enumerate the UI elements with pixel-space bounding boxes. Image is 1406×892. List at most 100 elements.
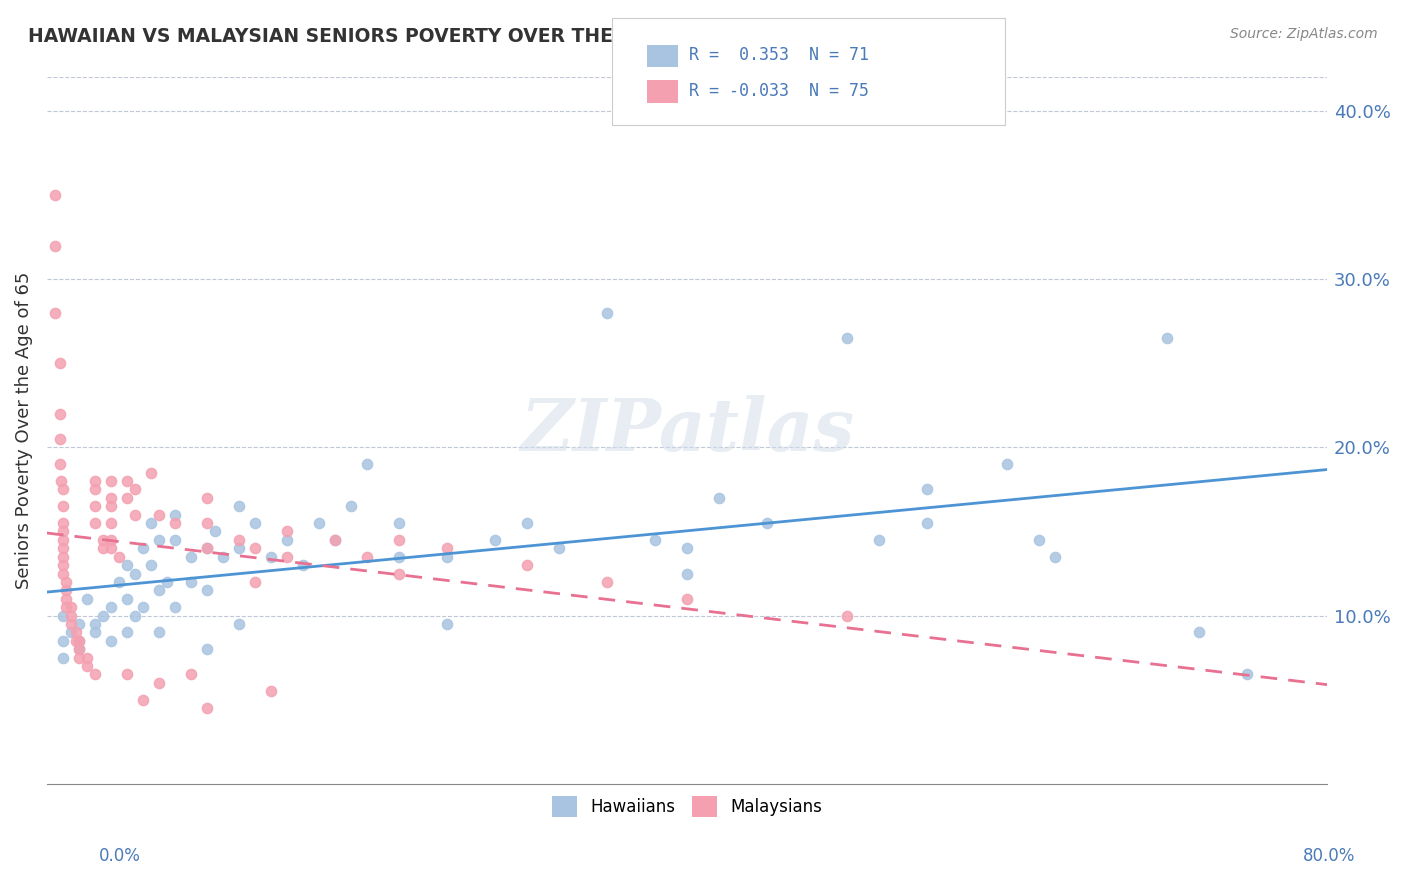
Point [596, 574, 619, 589]
Point [48, 457, 70, 471]
Point [139, 558, 162, 573]
Point [835, 331, 858, 345]
Point [83, 500, 105, 514]
Point [356, 457, 378, 471]
Point [204, 524, 226, 539]
Point [115, 558, 138, 573]
Point [55, 583, 77, 598]
Point [1188, 625, 1211, 640]
Point [163, 508, 186, 522]
Point [212, 549, 235, 564]
Point [59, 625, 82, 640]
Point [48, 407, 70, 421]
Point [548, 541, 571, 556]
Point [868, 533, 890, 547]
Text: R =  0.353  N = 71: R = 0.353 N = 71 [689, 46, 869, 64]
Point [1028, 533, 1050, 547]
Point [995, 457, 1018, 471]
Point [83, 667, 105, 681]
Point [83, 617, 105, 632]
Point [48, 356, 70, 370]
Point [100, 516, 122, 530]
Point [516, 516, 538, 530]
Point [148, 583, 170, 598]
Point [291, 558, 314, 573]
Point [163, 516, 186, 530]
Point [1156, 331, 1178, 345]
Point [915, 483, 938, 497]
Point [124, 508, 146, 522]
Point [115, 491, 138, 505]
Point [83, 483, 105, 497]
Point [148, 533, 170, 547]
Point [707, 491, 730, 505]
Point [1043, 549, 1066, 564]
Text: Source: ZipAtlas.com: Source: ZipAtlas.com [1230, 27, 1378, 41]
Point [356, 549, 378, 564]
Point [676, 541, 699, 556]
Point [388, 516, 411, 530]
Point [124, 608, 146, 623]
Point [52, 650, 75, 665]
Point [44, 238, 66, 252]
Legend: Hawaiians, Malaysians: Hawaiians, Malaysians [544, 788, 831, 825]
Point [83, 625, 105, 640]
Point [100, 474, 122, 488]
Point [308, 516, 330, 530]
Text: HAWAIIAN VS MALAYSIAN SENIORS POVERTY OVER THE AGE OF 65 CORRELATION CHART: HAWAIIAN VS MALAYSIAN SENIORS POVERTY OV… [28, 27, 962, 45]
Point [59, 600, 82, 615]
Point [52, 633, 75, 648]
Point [340, 500, 363, 514]
Point [100, 600, 122, 615]
Point [55, 591, 77, 606]
Point [228, 533, 250, 547]
Point [100, 500, 122, 514]
Point [52, 566, 75, 581]
Point [676, 566, 699, 581]
Point [228, 541, 250, 556]
Point [260, 684, 283, 698]
Text: ZIPatlas: ZIPatlas [520, 395, 853, 467]
Point [148, 625, 170, 640]
Point [276, 524, 298, 539]
Point [67, 650, 90, 665]
Point [115, 591, 138, 606]
Point [52, 516, 75, 530]
Text: 80.0%: 80.0% [1302, 847, 1355, 865]
Point [516, 558, 538, 573]
Point [195, 583, 218, 598]
Point [260, 549, 283, 564]
Point [228, 617, 250, 632]
Point [67, 633, 90, 648]
Point [115, 474, 138, 488]
Point [132, 692, 155, 706]
Point [108, 549, 131, 564]
Point [388, 549, 411, 564]
Point [76, 650, 98, 665]
Point [323, 533, 346, 547]
Point [132, 541, 155, 556]
Point [644, 533, 666, 547]
Point [195, 541, 218, 556]
Point [67, 633, 90, 648]
Point [67, 642, 90, 657]
Point [276, 549, 298, 564]
Point [139, 516, 162, 530]
Point [132, 600, 155, 615]
Point [59, 617, 82, 632]
Point [91, 608, 114, 623]
Point [156, 574, 179, 589]
Point [148, 676, 170, 690]
Point [44, 306, 66, 320]
Point [100, 541, 122, 556]
Point [67, 617, 90, 632]
Point [76, 659, 98, 673]
Text: R = -0.033  N = 75: R = -0.033 N = 75 [689, 82, 869, 100]
Point [388, 566, 411, 581]
Point [124, 483, 146, 497]
Point [52, 533, 75, 547]
Point [100, 533, 122, 547]
Point [195, 642, 218, 657]
Point [484, 533, 506, 547]
Point [51, 474, 73, 488]
